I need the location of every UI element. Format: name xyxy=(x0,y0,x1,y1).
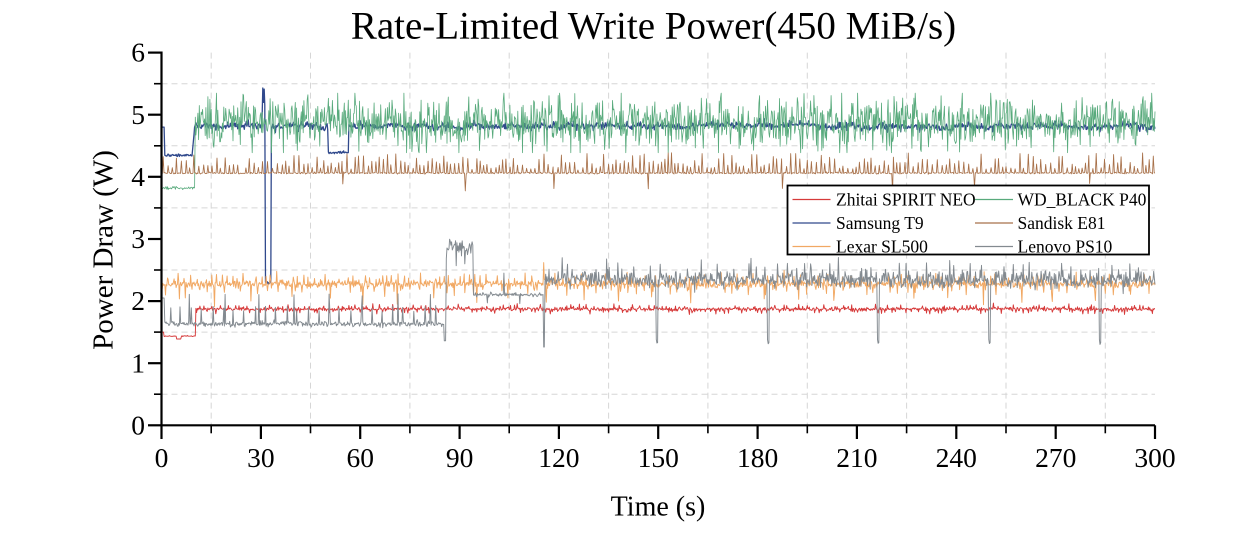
svg-text:Sandisk E81: Sandisk E81 xyxy=(1018,213,1106,233)
svg-text:4: 4 xyxy=(131,161,145,192)
svg-text:6: 6 xyxy=(131,37,145,68)
svg-text:0: 0 xyxy=(155,442,169,473)
svg-text:Zhitai SPIRIT NEO: Zhitai SPIRIT NEO xyxy=(836,190,976,210)
svg-text:60: 60 xyxy=(346,442,374,473)
svg-text:5: 5 xyxy=(131,99,145,130)
svg-text:WD_BLACK P40: WD_BLACK P40 xyxy=(1018,190,1147,210)
svg-text:30: 30 xyxy=(247,442,275,473)
svg-text:240: 240 xyxy=(936,442,977,473)
svg-text:Samsung T9: Samsung T9 xyxy=(836,213,924,233)
svg-text:Power Draw (W): Power Draw (W) xyxy=(88,150,120,350)
svg-text:120: 120 xyxy=(538,442,579,473)
svg-text:180: 180 xyxy=(737,442,778,473)
svg-text:150: 150 xyxy=(638,442,679,473)
svg-text:90: 90 xyxy=(446,442,474,473)
svg-text:1: 1 xyxy=(131,347,145,378)
svg-text:300: 300 xyxy=(1134,442,1175,473)
svg-text:Lexar SL500: Lexar SL500 xyxy=(836,237,928,257)
svg-text:Lenovo PS10: Lenovo PS10 xyxy=(1018,237,1113,257)
svg-text:210: 210 xyxy=(836,442,877,473)
svg-text:Time (s): Time (s) xyxy=(611,492,706,523)
svg-text:Rate-Limited Write Power(450 M: Rate-Limited Write Power(450 MiB/s) xyxy=(351,5,956,48)
svg-text:3: 3 xyxy=(131,223,145,254)
svg-text:270: 270 xyxy=(1035,442,1076,473)
svg-text:0: 0 xyxy=(131,409,145,440)
svg-text:2: 2 xyxy=(131,285,145,316)
